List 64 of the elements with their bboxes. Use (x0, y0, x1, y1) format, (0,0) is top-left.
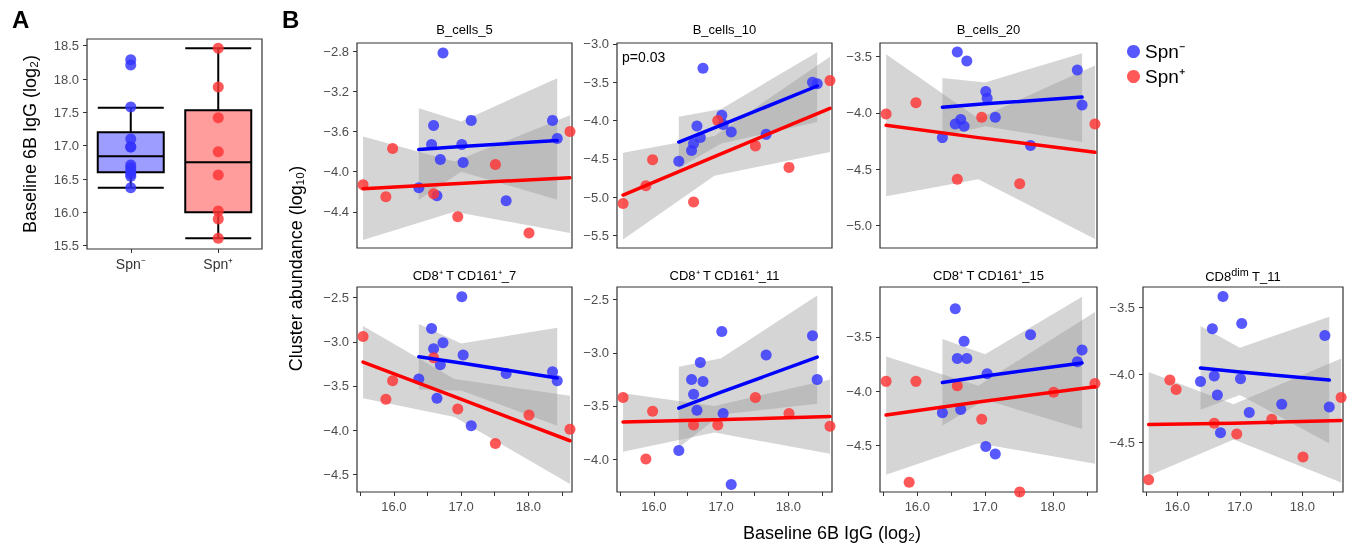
y-tick-label: 17.5 (53, 104, 79, 120)
y-tick-label: −4.5 (583, 151, 609, 167)
y-tick-label: −4.0 (1109, 367, 1135, 383)
y-tick-label: 15.5 (53, 238, 79, 254)
x-tick-label: 16.0 (381, 499, 407, 514)
legend-label: Spn⁻ (1145, 41, 1185, 62)
y-tick-label: −4.4 (323, 204, 349, 220)
y-tick-label: −3.5 (1109, 299, 1135, 315)
y-tick-label: −4.0 (323, 422, 349, 438)
y-tick-label: −4.5 (846, 437, 872, 453)
y-tick-label: −4.0 (323, 164, 349, 180)
y-tick-label: −3.0 (323, 334, 349, 350)
chart-title: CD8$^{dim}$ T_11 (1204, 266, 1282, 285)
y-tick-label: −5.0 (583, 189, 609, 205)
y-axis-title: Cluster abundance (log₁₀) (285, 164, 307, 374)
y-tick-label: −4.5 (1109, 434, 1135, 450)
y-tick-label: −3.2 (323, 83, 349, 99)
y-tick-label: −3.5 (323, 378, 349, 394)
x-tick-label: 16.0 (641, 499, 667, 514)
y-tick-label: −4.0 (846, 383, 872, 399)
text: A (12, 6, 30, 34)
x-tick-label: 18.0 (1040, 499, 1066, 514)
chart-title: B_cells_5 (435, 22, 494, 37)
y-tick-label: −3.5 (846, 49, 872, 65)
y-tick-label: −2.5 (583, 292, 609, 308)
y-tick-label: −2.5 (323, 290, 349, 306)
chart-title: CD8⁺ T CD161⁺_15 (932, 267, 1045, 284)
x-tick-label: 17.0 (708, 499, 734, 514)
x-tick-label: 18.0 (1289, 499, 1316, 514)
x-tick-label: 16.0 (904, 499, 930, 514)
y-tick-label: −5.0 (846, 217, 872, 233)
y-tick-label: −3.5 (583, 74, 609, 90)
legend-label: Spn⁺ (1145, 66, 1185, 87)
x-tick-label: 17.0 (448, 499, 474, 514)
y-tick-label: −3.6 (323, 123, 349, 139)
chart-title: CD8⁺ T CD161⁺_11 (668, 267, 781, 284)
y-tick-label: −3.0 (583, 36, 609, 52)
y-tick-label: −4.5 (846, 161, 872, 177)
y-tick-label: −3.5 (846, 329, 872, 345)
y-axis-title: Baseline 6B IgG (log₂) (20, 54, 40, 234)
x-tick-label: 18.0 (775, 499, 801, 514)
y-tick-label: −4.0 (583, 113, 609, 129)
y-tick-label: 17.0 (53, 138, 79, 154)
annotation: p=0.03 (622, 49, 666, 65)
y-tick-label: −4.5 (323, 466, 349, 482)
chart-title: CD8⁺ T CD161⁺_7 (411, 267, 518, 284)
y-tick-label: 16.0 (53, 204, 79, 220)
text: B (282, 6, 300, 34)
x-tick-label: 17.0 (972, 499, 998, 514)
y-tick-label: 18.0 (53, 71, 79, 87)
chart-title: B_cells_10 (691, 22, 758, 37)
y-tick-label: −3.0 (583, 345, 609, 361)
x-tick-label: 17.0 (1227, 499, 1253, 514)
y-tick-label: −4.0 (583, 451, 609, 467)
y-tick-label: −3.5 (583, 398, 609, 414)
y-tick-label: −5.5 (583, 228, 609, 244)
y-tick-label: −2.8 (323, 43, 349, 59)
x-tick-label: 18.0 (515, 499, 541, 514)
x-tick-label: 16.0 (1164, 499, 1191, 514)
y-tick-label: 16.5 (53, 171, 79, 187)
chart-title: B_cells_20 (955, 22, 1022, 37)
y-tick-label: −4.0 (846, 105, 872, 121)
y-tick-label: 18.5 (53, 38, 79, 54)
x-axis-title: Baseline 6B IgG (log₂) (741, 523, 923, 544)
